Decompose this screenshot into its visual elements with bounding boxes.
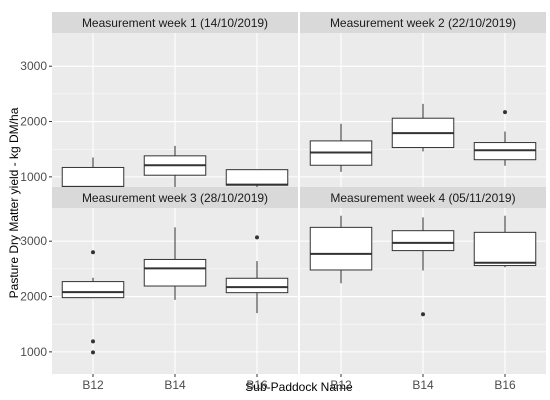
x-tick-label: B16 bbox=[494, 378, 516, 392]
box-body bbox=[391, 230, 455, 252]
facet-strip bbox=[300, 187, 546, 208]
facet-panel-3: Measurement week 3 (28/10/2019) 1000 2000 3… bbox=[20, 187, 298, 392]
box-body bbox=[225, 169, 289, 186]
box-body bbox=[225, 277, 289, 294]
box-body bbox=[309, 226, 373, 271]
facet-strip-title: Measurement week 1 (14/10/2019) bbox=[82, 16, 268, 30]
x-axis-title: Sub-Paddock Name bbox=[245, 380, 353, 394]
facet-strip bbox=[52, 187, 298, 208]
x-tick-label: B16 bbox=[246, 378, 268, 392]
box-B14 bbox=[391, 217, 455, 317]
box-body bbox=[473, 231, 537, 267]
facet-panels: Measurement week 1 (14/10/2019) 1000 2000 3… bbox=[20, 12, 546, 392]
y-tick-label: 1000 bbox=[20, 345, 47, 359]
y-tick-label: 2000 bbox=[20, 290, 47, 304]
box-B16 bbox=[225, 235, 289, 314]
y-tick-label: 3000 bbox=[20, 59, 47, 73]
box-B14 bbox=[143, 227, 207, 300]
y-axis-title: Pasture Dry Matter yield - kg DM/ha bbox=[7, 107, 21, 298]
facet-strip-title: Measurement week 3 (28/10/2019) bbox=[82, 191, 268, 205]
x-tick-label: B12 bbox=[82, 378, 104, 392]
outlier-point bbox=[503, 110, 507, 115]
outlier-point bbox=[255, 235, 259, 240]
box-B12 bbox=[61, 250, 125, 355]
box-B12 bbox=[309, 215, 373, 284]
facet-panel-1: Measurement week 1 (14/10/2019) 1000 2000 3… bbox=[20, 12, 298, 202]
box-B16 bbox=[225, 169, 289, 191]
box-B16 bbox=[473, 215, 537, 268]
outlier-point bbox=[91, 350, 95, 355]
box-B12 bbox=[309, 123, 373, 172]
facet-strip-title: Measurement week 4 (05/11/2019) bbox=[330, 191, 515, 205]
outlier-point bbox=[421, 312, 425, 317]
x-tick-label: B12 bbox=[330, 378, 352, 392]
x-tick-label: B14 bbox=[164, 378, 186, 392]
y-tick-label: 1000 bbox=[20, 170, 47, 184]
facet-panel-4: Measurement week 4 (05/11/2019) B12 B14 B16 bbox=[300, 187, 546, 392]
box-B14 bbox=[143, 145, 207, 193]
x-tick-label: B14 bbox=[412, 378, 434, 392]
box-body bbox=[143, 258, 207, 287]
facet-panel-2: Measurement week 2 (22/10/2019) bbox=[300, 12, 546, 199]
box-B12 bbox=[61, 157, 125, 202]
box-B16 bbox=[473, 110, 537, 166]
y-tick-label: 3000 bbox=[20, 234, 47, 248]
outlier-point bbox=[91, 250, 95, 255]
facet-strip bbox=[300, 12, 546, 33]
outlier-point bbox=[91, 339, 95, 344]
y-tick-label: 2000 bbox=[20, 115, 47, 129]
facet-strip bbox=[52, 12, 298, 33]
box-B14 bbox=[391, 103, 455, 152]
box-body bbox=[61, 281, 125, 299]
facet-strip-title: Measurement week 2 (22/10/2019) bbox=[330, 16, 516, 30]
